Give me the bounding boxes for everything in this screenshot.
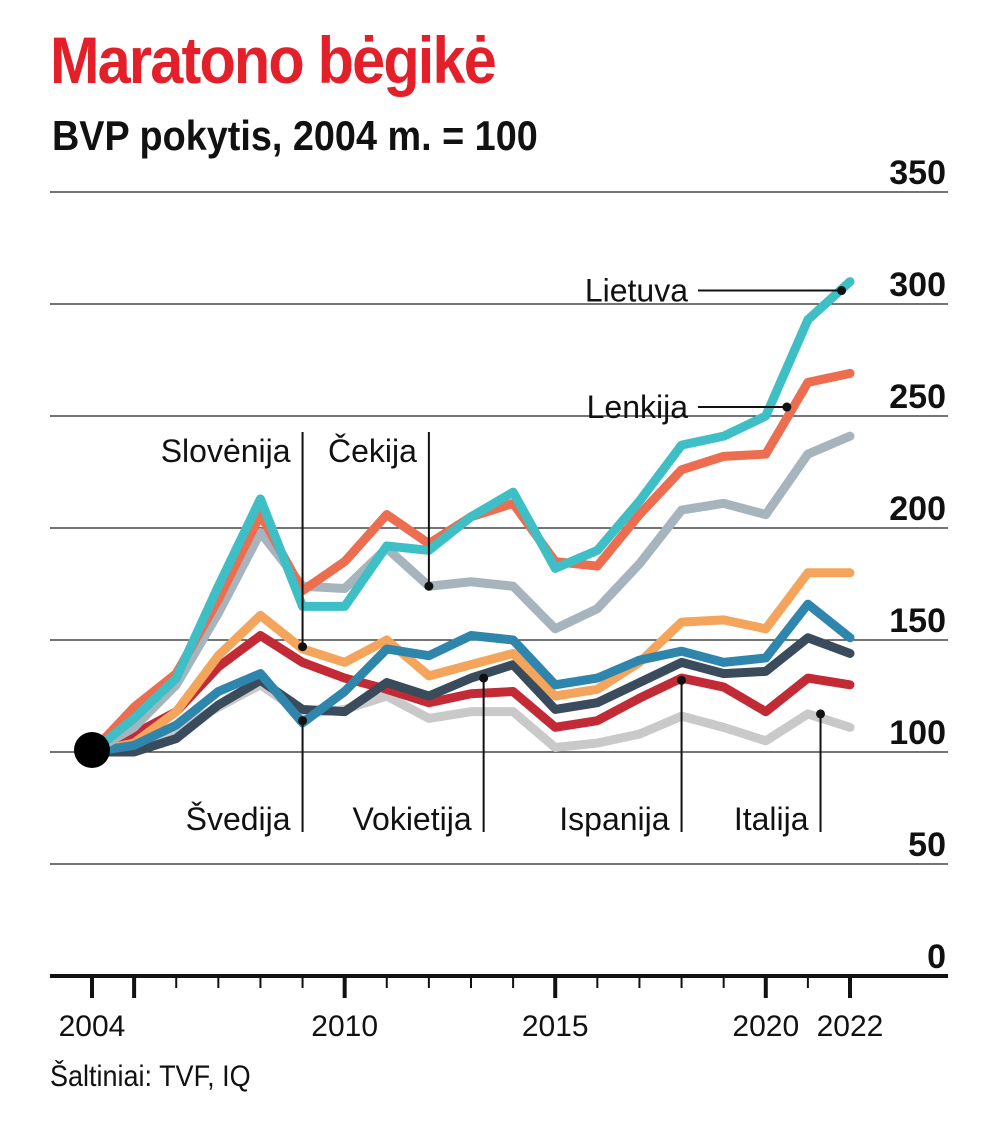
series-line bbox=[87, 568, 855, 757]
series-line-švedija bbox=[87, 599, 855, 757]
leader-dot bbox=[677, 675, 687, 685]
y-tick-label: 250 bbox=[889, 378, 946, 416]
series-label: Slovėnija bbox=[161, 433, 291, 469]
series-label: Čekija bbox=[328, 433, 417, 469]
series-label: Italija bbox=[734, 801, 809, 837]
y-tick-label: 0 bbox=[927, 938, 946, 976]
leader-dot bbox=[298, 642, 308, 652]
origin-marker bbox=[74, 732, 110, 768]
x-tick-label: 2010 bbox=[311, 1010, 378, 1043]
leader-dot bbox=[424, 581, 434, 591]
grid-lines bbox=[50, 191, 948, 865]
x-tick-label: 2022 bbox=[817, 1010, 884, 1043]
series-label: Vokietija bbox=[352, 801, 471, 837]
source-note: Šaltiniai: TVF, IQ bbox=[50, 1060, 251, 1093]
leader-dot bbox=[837, 286, 847, 296]
series-label: Švedija bbox=[186, 801, 291, 837]
annotations: Slovėnija Čekija Švedija Vokietija Ispanija I… bbox=[161, 273, 847, 837]
series-line-slovėnija bbox=[87, 431, 855, 757]
series-line-ispanija bbox=[87, 631, 855, 757]
leader-dot bbox=[298, 716, 308, 726]
y-tick-label: 300 bbox=[889, 266, 946, 304]
series-label: Lietuva bbox=[585, 273, 688, 309]
leader-dot bbox=[479, 673, 489, 683]
data-series bbox=[87, 277, 855, 757]
y-tick-label: 50 bbox=[908, 826, 946, 864]
x-tick-label: 2020 bbox=[732, 1010, 799, 1043]
y-tick-label: 200 bbox=[889, 490, 946, 528]
series-label: Ispanija bbox=[559, 801, 670, 837]
y-tick-label: 100 bbox=[889, 714, 946, 752]
series-line-lietuva bbox=[87, 277, 855, 757]
leader-dot bbox=[782, 402, 792, 412]
leader-dot bbox=[816, 709, 826, 719]
series-line-vokietija bbox=[87, 633, 855, 757]
x-tick-label: 2004 bbox=[59, 1010, 126, 1043]
x-axis: 2004 2010 2015 2020 2022 bbox=[50, 974, 948, 1043]
chart-title: Maratono bėgikė bbox=[50, 23, 497, 97]
x-tick-label: 2015 bbox=[522, 1010, 589, 1043]
y-tick-label: 150 bbox=[889, 602, 946, 640]
y-axis-tick-labels: 0 50 100 150 200 250 300 350 bbox=[889, 154, 946, 976]
y-tick-label: 350 bbox=[889, 154, 946, 192]
chart-subtitle: BVP pokytis, 2004 m. = 100 bbox=[52, 112, 538, 159]
series-label: Lenkija bbox=[587, 389, 689, 425]
